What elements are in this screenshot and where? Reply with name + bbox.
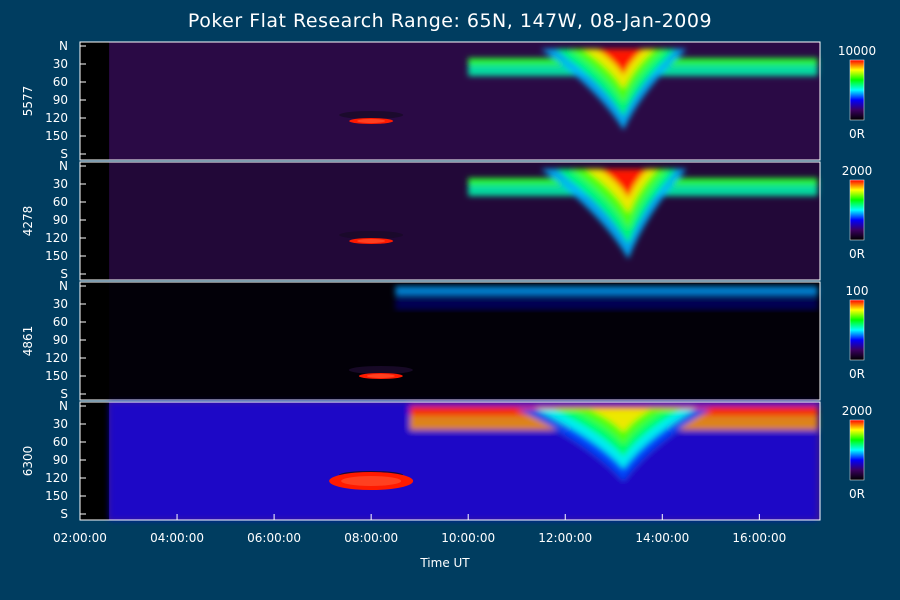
y-tick-label: 150 [45, 369, 68, 383]
y-tick-label: N [59, 279, 68, 293]
data-gap [80, 402, 110, 520]
moon-shadow [339, 111, 404, 119]
y-tick-label: N [59, 39, 68, 53]
x-tick-label: 16:00:00 [732, 531, 786, 545]
panel-4278: N 30 60 90 120 150 S 4278 [21, 159, 821, 281]
colorbar-gradient [849, 419, 865, 481]
substorm-intensification [597, 49, 644, 75]
panel-frame [79, 281, 821, 401]
y-tick-label: S [60, 147, 68, 161]
panel-frame [79, 401, 821, 521]
y-tick-label: 30 [53, 417, 68, 431]
panel-frame [79, 41, 821, 161]
colorbar-max-label: 100 [846, 284, 869, 298]
colorbar-min-label: 0R [849, 247, 865, 261]
y-tick-label: 60 [53, 195, 68, 209]
colorbar-min-label: 0R [849, 487, 865, 501]
colorbar-gradient [849, 179, 865, 241]
y-tick-label: 150 [45, 249, 68, 263]
data-gap [80, 162, 110, 280]
y-tick-label: 120 [45, 111, 68, 125]
y-tick-label: 90 [53, 333, 68, 347]
y-tick-label: 60 [53, 435, 68, 449]
auroral-arc-core [395, 286, 818, 296]
colorbar-5577: 10000 0R [838, 44, 876, 141]
substorm-intensification [585, 169, 657, 214]
colorbar-min-label: 0R [849, 367, 865, 381]
x-tick-label: 10:00:00 [441, 531, 495, 545]
panel-ylabel: 4861 [21, 326, 35, 357]
data-gap [80, 42, 110, 160]
y-tick-label: 120 [45, 231, 68, 245]
panel-4861: N 30 60 90 120 150 S 4861 [21, 279, 821, 401]
panel-5577: N 30 60 90 120 150 S 5577 [21, 39, 821, 161]
y-tick-label: 60 [53, 75, 68, 89]
y-tick-label: 120 [45, 351, 68, 365]
moon-glint-core [366, 374, 395, 378]
y-tick-label: 30 [53, 57, 68, 71]
colorbar-4278: 2000 0R [842, 164, 873, 261]
y-tick-label: 150 [45, 129, 68, 143]
chart-title: Poker Flat Research Range: 65N, 147W, 08… [187, 10, 713, 32]
y-tick-label: N [59, 399, 68, 413]
moon-shadow [339, 231, 404, 239]
moon-shadow [348, 366, 413, 374]
colorbar-max-label: 2000 [842, 164, 873, 178]
y-tick-label: S [60, 267, 68, 281]
y-tick-label: 90 [53, 453, 68, 467]
colorbar-min-label: 0R [849, 127, 865, 141]
colorbar-gradient [849, 299, 865, 361]
data-gap [80, 282, 110, 400]
panel-ylabel: 4278 [21, 206, 35, 237]
colorbar-max-label: 10000 [838, 44, 876, 58]
colorbar-4861: 100 0R [846, 284, 869, 381]
y-tick-label: 90 [53, 213, 68, 227]
y-tick-label: 120 [45, 471, 68, 485]
panel-ylabel: 6300 [21, 446, 35, 477]
moon-glint-core [341, 476, 402, 486]
y-tick-label: 150 [45, 489, 68, 503]
y-tick-label: S [60, 387, 68, 401]
substorm-intensification [589, 409, 652, 433]
colorbar-gradient [849, 59, 865, 121]
y-tick-label: 60 [53, 315, 68, 329]
moon-glint-core [357, 119, 386, 123]
y-tick-label: N [59, 159, 68, 173]
y-tick-label: 30 [53, 297, 68, 311]
colorbar-6300: 2000 0R [842, 404, 873, 501]
moon-glint-core [357, 239, 386, 243]
x-axis-label: Time UT [420, 556, 470, 570]
x-tick-label: 08:00:00 [344, 531, 398, 545]
x-tick-label: 12:00:00 [538, 531, 592, 545]
panel-6300: N 30 60 90 120 150 S 6300 [21, 399, 821, 521]
y-tick-label: S [60, 507, 68, 521]
x-tick-label: 02:00:00 [53, 531, 107, 545]
y-tick-label: 30 [53, 177, 68, 191]
y-tick-label: 90 [53, 93, 68, 107]
substorm-intensification [583, 49, 655, 89]
substorm-intensification [600, 169, 647, 198]
x-tick-label: 14:00:00 [635, 531, 689, 545]
panel-frame [79, 161, 821, 281]
colorbar-max-label: 2000 [842, 404, 873, 418]
panel-ylabel: 5577 [21, 86, 35, 117]
x-tick-label: 06:00:00 [247, 531, 301, 545]
x-tick-label: 04:00:00 [150, 531, 204, 545]
